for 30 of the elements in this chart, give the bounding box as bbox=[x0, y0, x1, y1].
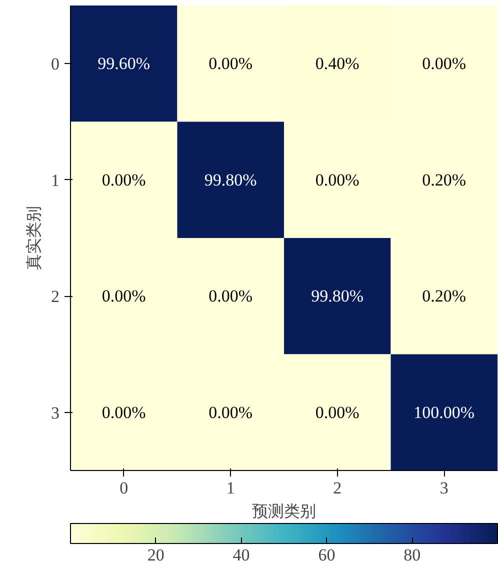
y-tick-label: 0 bbox=[51, 54, 60, 74]
data-label: 99.80% bbox=[311, 286, 364, 306]
x-tick-label: 3 bbox=[440, 478, 448, 498]
data-label: 0.00% bbox=[208, 286, 253, 306]
color-bar-label: 20 bbox=[147, 546, 164, 563]
data-label: 0.00% bbox=[208, 54, 253, 74]
y-axis-title: 真实类别 bbox=[24, 206, 43, 270]
data-label: 0.00% bbox=[422, 54, 466, 74]
data-label: 0.00% bbox=[102, 402, 146, 422]
y-tick-label: 3 bbox=[51, 403, 60, 422]
data-label: 99.60% bbox=[98, 54, 150, 74]
data-label: 0.20% bbox=[422, 170, 466, 190]
data-label: 0.20% bbox=[422, 286, 466, 306]
x-tick-label: 0 bbox=[120, 478, 128, 498]
data-label: 0.00% bbox=[315, 170, 360, 190]
y-tick-label: 1 bbox=[51, 170, 60, 190]
data-label: 0.00% bbox=[315, 402, 360, 422]
data-label: 0.00% bbox=[208, 402, 253, 422]
x-tick-label: 1 bbox=[226, 478, 235, 498]
color-bar-label: 40 bbox=[232, 546, 250, 563]
data-label: 100.00% bbox=[414, 402, 475, 422]
color-bar-label: 60 bbox=[318, 546, 336, 563]
data-label: 0.40% bbox=[315, 54, 360, 74]
y-tick-label: 2 bbox=[51, 287, 60, 306]
data-label: 99.80% bbox=[204, 170, 257, 190]
data-label: 0.00% bbox=[102, 286, 146, 306]
x-tick-label: 2 bbox=[333, 478, 342, 498]
x-axis-title: 预测类别 bbox=[252, 502, 316, 520]
data-label: 0.00% bbox=[102, 170, 146, 190]
color-bar-label: 80 bbox=[404, 546, 421, 563]
